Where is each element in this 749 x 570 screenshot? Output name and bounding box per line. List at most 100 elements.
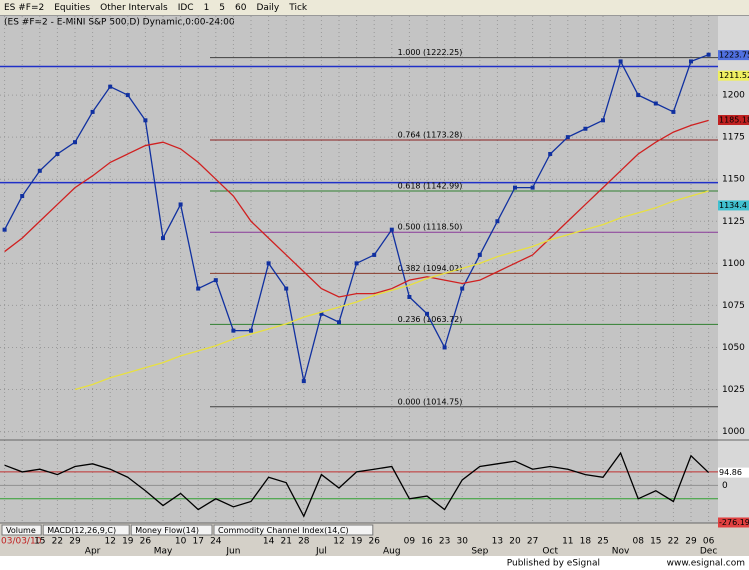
price-marker <box>213 278 218 283</box>
price-marker <box>618 59 623 64</box>
axis-bg <box>718 16 749 523</box>
tab[interactable] <box>42 524 130 536</box>
price-marker <box>460 286 465 291</box>
price-tag-label: 94.86 <box>719 468 742 477</box>
level-label: 1.000 (1222.25) <box>398 48 463 57</box>
price-tag-label: 1134.4 <box>719 201 747 210</box>
toolbar-button[interactable]: 60 <box>235 2 247 13</box>
plot-bg <box>0 16 718 523</box>
tab-label: MACD(12,26,9,C) <box>47 526 116 535</box>
y-tick-label: 1125 <box>722 217 745 227</box>
series-line <box>4 451 710 518</box>
toolbar-button[interactable]: Equities <box>54 2 91 13</box>
toolbar-button[interactable]: Daily <box>256 2 280 13</box>
price-tag-label: 1211.52 <box>719 71 749 80</box>
level-label: 0.500 (1118.50) <box>398 223 463 232</box>
price-marker <box>565 135 570 140</box>
footer-left: Published by eSignal <box>507 559 600 569</box>
series-line <box>74 190 709 391</box>
y-tick-label: 0 <box>722 481 728 491</box>
price-marker <box>108 84 113 89</box>
price-marker <box>548 151 553 156</box>
toolbar-button[interactable]: IDC <box>177 2 194 13</box>
toolbar-button[interactable]: ES #F=2 <box>4 2 45 13</box>
toolbar-button[interactable]: Tick <box>289 2 308 13</box>
x-tick-label: 30 <box>456 537 468 547</box>
x-tick-label: 23 <box>439 537 450 547</box>
toolbar: ES #F=2 Equities Other Intervals IDC 1 5 60 Dai… <box>0 0 749 16</box>
level-label: 0.000 (1014.75) <box>398 397 463 406</box>
x-tick-label: 12 <box>104 537 115 547</box>
x-tick-label: 10 <box>175 537 187 547</box>
footer-right: www.esignal.com <box>667 559 745 569</box>
x-tick-label: 26 <box>368 537 380 547</box>
price-tag <box>718 467 749 478</box>
level-label: 0.382 (1094.02) <box>398 264 463 273</box>
x-tick-label: 25 <box>597 537 608 547</box>
price-marker <box>125 93 130 98</box>
tab[interactable] <box>130 524 213 536</box>
tab[interactable] <box>1 524 42 536</box>
price-marker <box>73 140 77 145</box>
x-tick-label: 15 <box>34 537 45 547</box>
y-tick-label: 1150 <box>722 175 745 185</box>
x-tick-label: 22 <box>668 537 679 547</box>
price-marker <box>178 202 183 207</box>
level-label: 0.764 (1173.28) <box>398 131 463 140</box>
x-month-label: Nov <box>612 547 630 557</box>
price-marker <box>266 261 271 266</box>
price-tag <box>718 50 749 61</box>
price-marker <box>196 286 201 291</box>
x-tick-label: 18 <box>580 537 592 547</box>
toolbar-button[interactable]: 1 <box>203 2 210 13</box>
price-marker <box>636 93 641 98</box>
x-month-label: Dec <box>700 547 717 557</box>
y-tick-label: 1025 <box>722 385 745 395</box>
x-tick-label: 27 <box>527 537 538 547</box>
x-tick-label: 11 <box>562 537 573 547</box>
footer-bg <box>0 556 749 570</box>
y-tick-label: 1050 <box>722 343 745 353</box>
price-marker <box>425 311 429 316</box>
price-marker <box>20 194 25 199</box>
price-marker <box>495 219 500 224</box>
price-marker <box>301 379 306 384</box>
y-tick-label: 1175 <box>722 133 745 143</box>
price-marker <box>90 109 95 114</box>
x-tick-label: 12 <box>333 537 344 547</box>
price-marker <box>477 252 482 257</box>
x-tick-label: 29 <box>69 537 81 547</box>
price-marker <box>337 320 341 325</box>
x-tick-label: 06 <box>703 537 715 547</box>
x-month-label: Jun <box>225 547 240 557</box>
price-marker <box>407 294 412 299</box>
price-marker <box>671 109 676 114</box>
price-tag-label: -276.19 <box>719 518 749 527</box>
price-tag-label: 1185.18 <box>719 116 749 125</box>
x-tick-label: 13 <box>492 537 503 547</box>
price-marker <box>143 118 148 123</box>
x-month-label: Aug <box>383 547 401 557</box>
tab[interactable] <box>213 524 374 536</box>
x-tick-label: 14 <box>263 537 275 547</box>
price-marker <box>354 261 359 266</box>
x-month-label: Apr <box>85 547 101 557</box>
x-tick-label: 19 <box>122 537 134 547</box>
toolbar-button[interactable]: 5 <box>219 2 226 13</box>
y-tick-label: 1200 <box>722 91 745 101</box>
toolbar-button[interactable]: Other Intervals <box>100 2 168 13</box>
x-tick-label: 22 <box>52 537 63 547</box>
x-tick-label: 16 <box>421 537 433 547</box>
price-marker <box>231 328 236 333</box>
tab-label: Commodity Channel Index(14,C) <box>218 526 349 535</box>
x-tick-label: 17 <box>192 537 203 547</box>
x-tick-label: 19 <box>351 537 363 547</box>
x-month-label: Jul <box>315 547 327 557</box>
price-marker <box>2 227 7 232</box>
price-marker <box>161 236 165 241</box>
x-tick-label: 15 <box>650 537 661 547</box>
price-tag <box>718 200 749 211</box>
price-marker <box>284 286 289 291</box>
